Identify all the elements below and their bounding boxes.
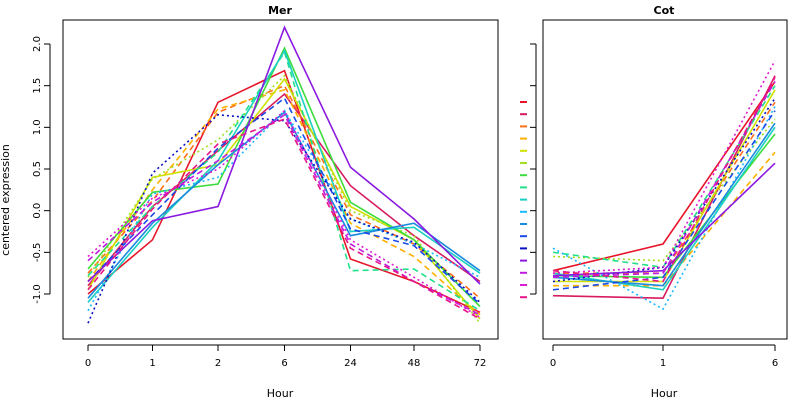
mer-title: Mer — [268, 4, 292, 17]
mer-y-tick-label: 0.5 — [32, 161, 43, 177]
cot-series-line — [552, 81, 776, 272]
mer-x-axis: 0 1 2 6 24 48 72 — [85, 344, 487, 369]
mer-series-line — [87, 69, 481, 314]
mer-y-tick-label: 2.0 — [32, 36, 43, 52]
mer-series-group — [87, 25, 481, 324]
cot-panel: Cot 0 1 6 Hour — [530, 4, 788, 400]
cot-series-line — [553, 101, 776, 275]
mer-series-line — [87, 117, 481, 320]
cot-x-tick-label: 1 — [660, 358, 666, 369]
mer-series-line — [87, 88, 481, 316]
mer-x-tick-label: 48 — [408, 358, 421, 369]
cot-series-line — [552, 106, 776, 311]
cot-series-line — [552, 110, 776, 291]
cot-y-ticks — [530, 43, 537, 295]
mer-x-tick-label: 24 — [344, 358, 357, 369]
mer-x-tick-label: 2 — [215, 358, 221, 369]
mer-y-axis: -1.0 -0.5 0.0 0.5 1.0 1.5 2.0 — [32, 36, 51, 304]
cot-plot-frame — [542, 19, 788, 340]
cot-series-group — [552, 60, 776, 311]
mer-y-tick-label: -1.0 — [32, 284, 43, 304]
cot-series-line — [552, 122, 776, 287]
mer-series-line — [87, 109, 481, 312]
mer-series-line — [87, 96, 481, 305]
mer-series-line — [87, 111, 481, 299]
y-axis-title: centered expression — [0, 144, 12, 256]
mer-y-tick-label: 1.5 — [32, 78, 43, 94]
mer-x-tick-label: 6 — [281, 358, 287, 369]
cot-series-line — [553, 89, 776, 283]
mer-series-line — [87, 109, 481, 318]
mer-series-line — [87, 84, 481, 299]
mer-series-line — [87, 74, 481, 324]
cot-x-axis: 0 1 6 — [550, 344, 778, 369]
mer-series-line — [87, 113, 481, 324]
cot-series-line — [552, 75, 776, 300]
mer-y-tick-label: 0.0 — [32, 203, 43, 219]
mer-series-line — [87, 46, 481, 308]
mer-series-line — [87, 25, 481, 285]
cot-x-axis-title: Hour — [651, 387, 678, 400]
mer-y-tick-label: 1.0 — [32, 119, 43, 135]
mer-y-tick-label: -0.5 — [32, 243, 43, 263]
mer-x-tick-label: 1 — [149, 358, 155, 369]
cot-x-tick-label: 6 — [772, 358, 778, 369]
cot-series-line — [552, 81, 776, 279]
cot-series-line — [552, 162, 776, 277]
color-legend — [520, 101, 527, 299]
mer-panel: Mer -1.0 -0.5 0.0 0.5 1.0 1.5 2.0 0 1 2 6 24 48 72 H… — [0, 4, 499, 400]
cot-series-line — [552, 133, 776, 279]
cot-x-tick-label: 0 — [550, 358, 556, 369]
mer-series-line — [87, 48, 481, 303]
mer-x-tick-label: 72 — [474, 358, 487, 369]
mer-series-line — [87, 92, 481, 287]
mer-series-line — [87, 50, 481, 312]
cot-series-line — [552, 60, 776, 274]
cot-series-line — [552, 76, 776, 283]
cot-title: Cot — [654, 4, 675, 17]
mer-plot-frame — [62, 19, 499, 340]
mer-x-axis-title: Hour — [267, 387, 294, 400]
cot-series-line — [552, 97, 776, 283]
cot-series-line — [552, 126, 776, 291]
mer-x-tick-label: 0 — [85, 358, 91, 369]
